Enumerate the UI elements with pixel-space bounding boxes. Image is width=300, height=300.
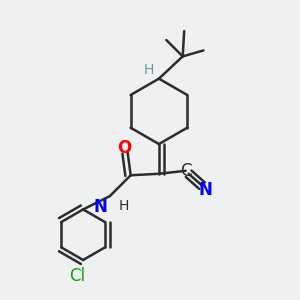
Text: C: C xyxy=(180,162,191,180)
Text: N: N xyxy=(94,198,107,216)
Text: N: N xyxy=(198,181,212,199)
Text: H: H xyxy=(144,63,154,77)
Text: H: H xyxy=(119,199,129,213)
Text: Cl: Cl xyxy=(69,267,85,285)
Text: O: O xyxy=(118,139,132,157)
